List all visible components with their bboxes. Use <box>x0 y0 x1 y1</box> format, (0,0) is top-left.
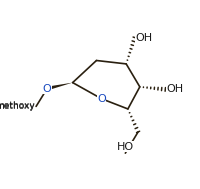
Text: O: O <box>97 94 105 104</box>
Polygon shape <box>46 83 72 90</box>
Text: HO: HO <box>116 142 133 152</box>
Text: OH: OH <box>166 84 183 94</box>
Text: methoxy: methoxy <box>0 102 35 111</box>
Text: methoxy: methoxy <box>0 101 35 110</box>
Text: O: O <box>43 84 51 94</box>
Text: OH: OH <box>135 33 152 43</box>
